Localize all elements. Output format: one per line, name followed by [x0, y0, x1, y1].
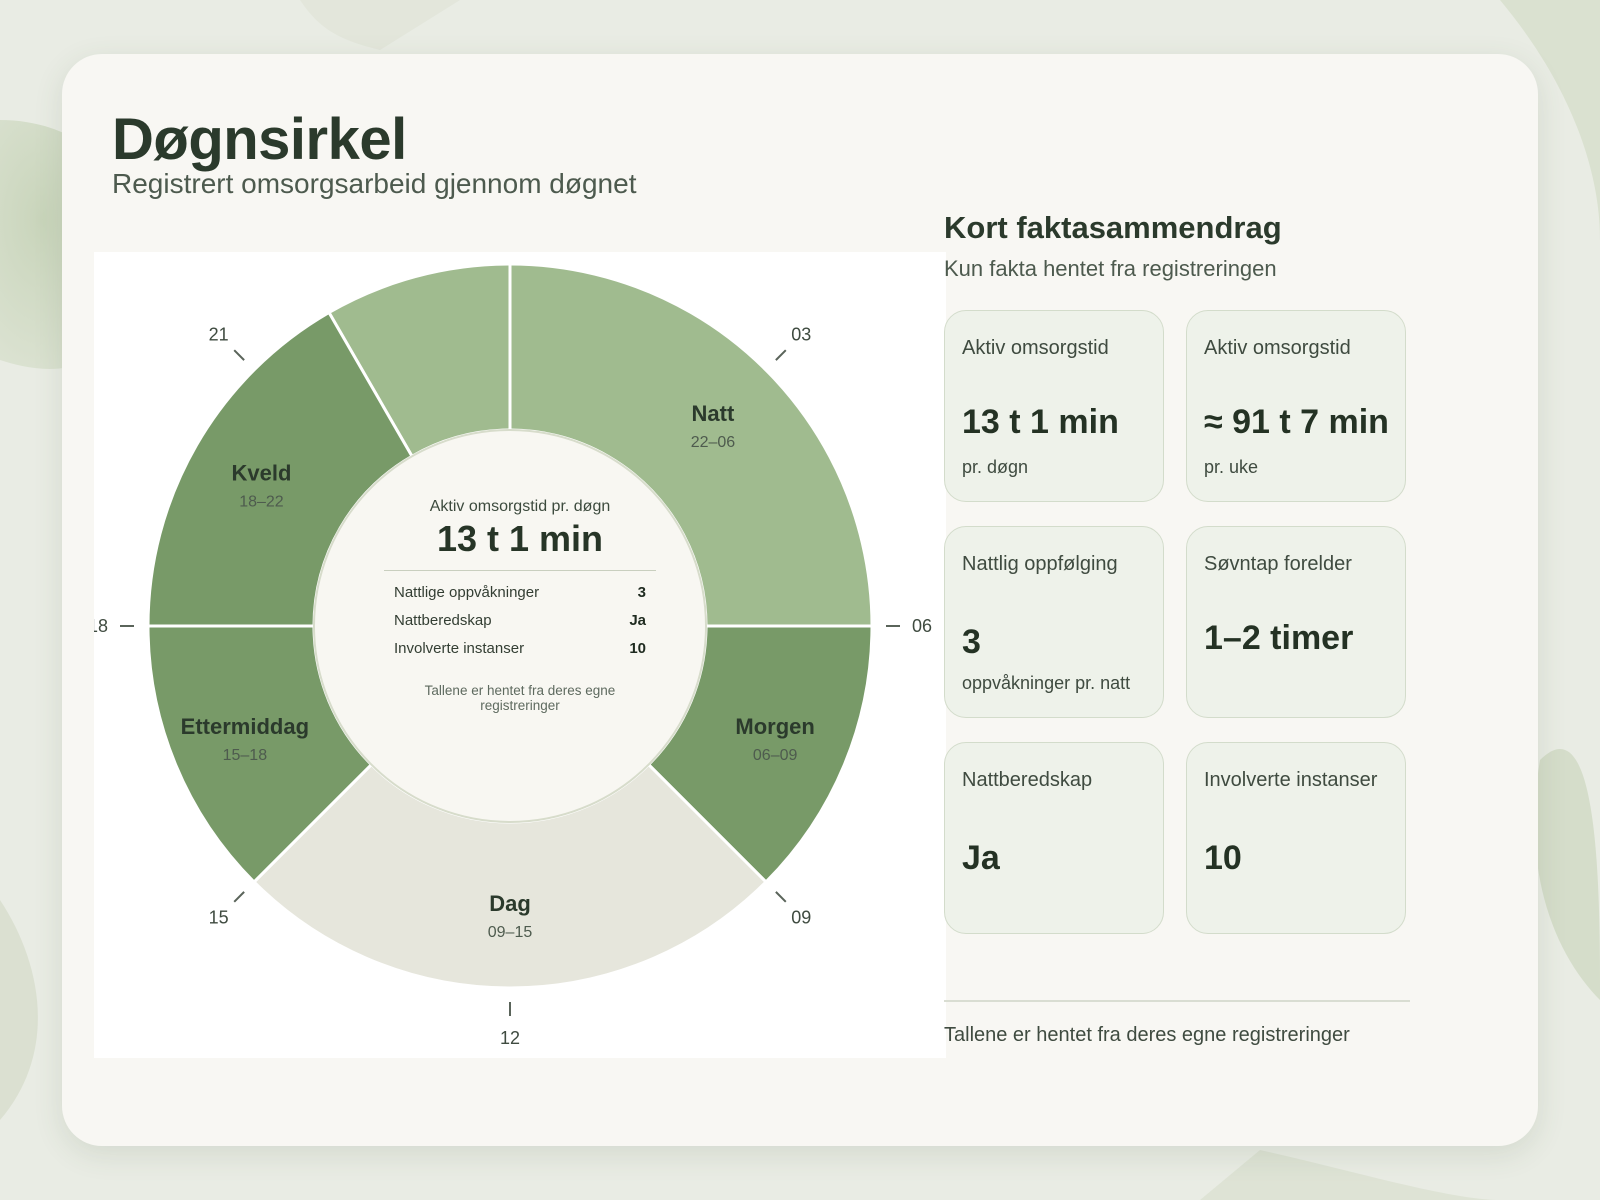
segment-label: Ettermiddag — [181, 714, 309, 739]
fact-value: Ja — [962, 839, 1000, 877]
chart-center-info: Aktiv omsorgstid pr. døgn 13 t 1 min Nat… — [384, 492, 656, 732]
hour-tick-label: 03 — [791, 325, 811, 345]
fact-value: 13 t 1 min — [962, 403, 1119, 441]
segment-label: Natt — [692, 401, 735, 426]
center-divider — [384, 570, 656, 571]
donut-svg: Natt 22–06 Morgen 06–09 Dag 09–15 Ettermiddag 1… — [94, 262, 932, 1048]
segment-range-label: 09–15 — [488, 924, 533, 941]
fact-value: 1–2 timer — [1204, 619, 1354, 657]
segment-label: Kveld — [231, 461, 291, 486]
hour-tick-label: 15 — [209, 907, 229, 927]
fact-card: Aktiv omsorgstid 13 t 1 min pr. døgn — [944, 310, 1164, 502]
fact-card: Søvntap forelder 1–2 timer — [1186, 526, 1406, 718]
hour-tick — [775, 891, 787, 903]
segment-range-label: 06–09 — [753, 747, 798, 764]
fact-card: Nattberedskap Ja — [944, 742, 1164, 934]
fact-card: Aktiv omsorgstid ≈ 91 t 7 min pr. uke — [1186, 310, 1406, 502]
center-row-value: Ja — [629, 612, 646, 629]
hour-tick — [233, 891, 245, 903]
hour-tick — [233, 349, 245, 361]
summary-title: Kort faktasammendrag — [944, 210, 1282, 245]
hour-tick-label: 12 — [500, 1028, 520, 1048]
fact-label: Nattlig oppfølging — [962, 553, 1118, 575]
fact-value: 3 — [962, 623, 981, 661]
fact-label: Nattberedskap — [962, 769, 1093, 791]
hour-tick-label: 09 — [791, 907, 811, 927]
fact-unit: oppvåkninger pr. natt — [962, 673, 1131, 693]
hour-tick-label: 21 — [209, 325, 229, 345]
summary-divider — [944, 1000, 1410, 1002]
center-value: 13 t 1 min — [436, 518, 604, 559]
center-row-label: Nattlige oppvåkninger — [394, 584, 540, 601]
segment-label: Dag — [489, 891, 531, 916]
main-card: Døgnsirkel Registrert omsorgsarbeid gjen… — [62, 54, 1538, 1146]
summary-subtitle: Kun fakta hentet fra registreringen — [944, 256, 1277, 281]
center-row-label: Nattberedskap — [394, 612, 492, 629]
fact-value: 10 — [1204, 839, 1242, 877]
center-row: Involverte instanser 10 — [384, 635, 656, 663]
page-title: Døgnsirkel — [112, 107, 407, 172]
page-subtitle: Registrert omsorgsarbeid gjennom døgnet — [112, 168, 637, 199]
segment-label: Morgen — [735, 714, 814, 739]
fact-label: Aktiv omsorgstid — [962, 337, 1109, 359]
center-row: Nattlige oppvåkninger 3 — [384, 579, 656, 607]
fact-card: Nattlig oppfølging 3 oppvåkninger pr. na… — [944, 526, 1164, 718]
fact-label: Aktiv omsorgstid — [1204, 337, 1351, 359]
fact-card: Involverte instanser 10 — [1186, 742, 1406, 934]
fact-value: ≈ 91 t 7 min — [1204, 403, 1389, 441]
fact-label: Involverte instanser — [1204, 769, 1378, 791]
fact-unit: pr. døgn — [962, 457, 1029, 477]
hour-tick-label: 18 — [94, 616, 108, 636]
hour-tick-label: 06 — [912, 616, 932, 636]
segment-range-label: 18–22 — [239, 494, 284, 511]
center-label: Aktiv omsorgstid pr. døgn — [429, 498, 611, 515]
donut-center-circle — [313, 429, 707, 823]
segment-range-label: 15–18 — [223, 747, 268, 764]
day-circle-chart: Natt 22–06 Morgen 06–09 Dag 09–15 Ettermiddag 1… — [94, 252, 946, 1058]
hour-tick — [775, 349, 787, 361]
center-row-label: Involverte instanser — [394, 640, 525, 657]
fact-label: Søvntap forelder — [1204, 553, 1352, 575]
center-row: Nattberedskap Ja — [384, 607, 656, 635]
summary-footer: Tallene er hentet fra deres egne registr… — [944, 1024, 1350, 1046]
center-row-value: 3 — [637, 584, 646, 601]
fact-unit: pr. uke — [1204, 457, 1259, 477]
center-note: Tallene er hentet fra deres egne registr… — [424, 683, 616, 713]
segment-range-label: 22–06 — [691, 434, 736, 451]
center-row-value: 10 — [629, 640, 646, 657]
